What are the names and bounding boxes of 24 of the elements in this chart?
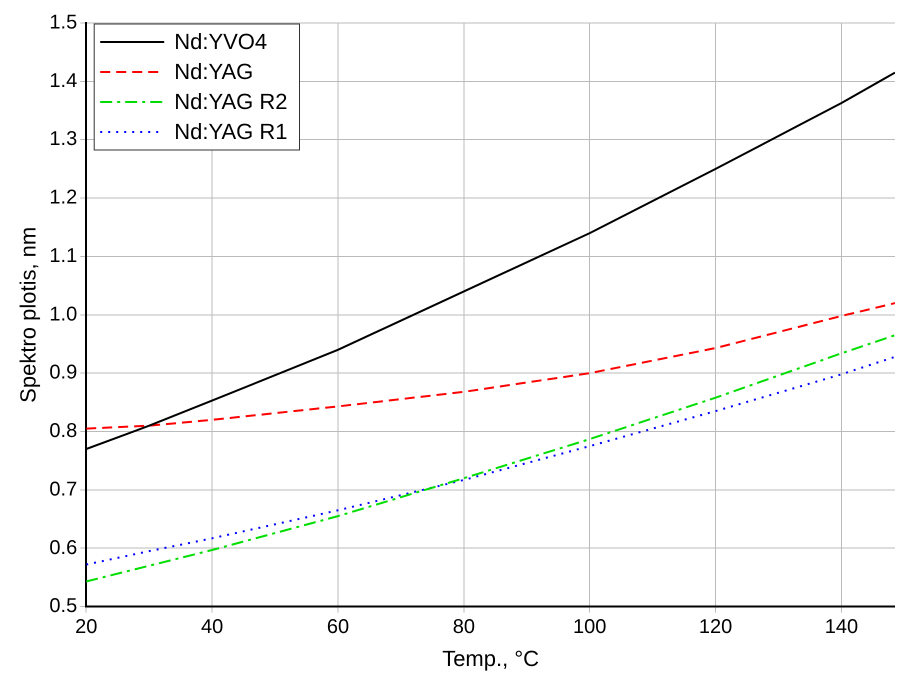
- legend-label: Nd:YAG: [174, 59, 254, 84]
- x-tick-label: 20: [75, 616, 98, 638]
- legend-label: Nd:YVO4: [174, 29, 268, 54]
- y-tick-label: 1.4: [49, 70, 78, 92]
- x-tick-label: 80: [452, 616, 475, 638]
- legend-label: Nd:YAG R2: [174, 89, 288, 114]
- y-tick-label: 1.2: [49, 186, 78, 209]
- x-tick-label: 60: [326, 616, 350, 638]
- y-tick-label: 1.3: [49, 128, 78, 150]
- y-tick-label: 0.7: [49, 478, 78, 500]
- y-tick-label: 1.1: [49, 244, 78, 267]
- y-tick-label: 0.6: [49, 536, 78, 559]
- x-tick-label: 100: [573, 616, 606, 638]
- y-tick-label: 0.5: [49, 595, 78, 618]
- legend-label: Nd:YAG R1: [174, 119, 288, 144]
- x-tick-label: 140: [824, 616, 858, 638]
- y-tick-label: 0.9: [49, 362, 78, 384]
- y-axis-title: Spektro plotis, nm: [15, 226, 40, 403]
- y-tick-label: 1.0: [49, 303, 78, 326]
- x-axis-title: Temp., °C: [442, 646, 540, 671]
- x-tick-label: 120: [698, 616, 732, 638]
- x-tick-label: 40: [200, 616, 224, 638]
- y-tick-label: 1.5: [49, 12, 78, 34]
- y-tick-label: 0.8: [49, 420, 78, 442]
